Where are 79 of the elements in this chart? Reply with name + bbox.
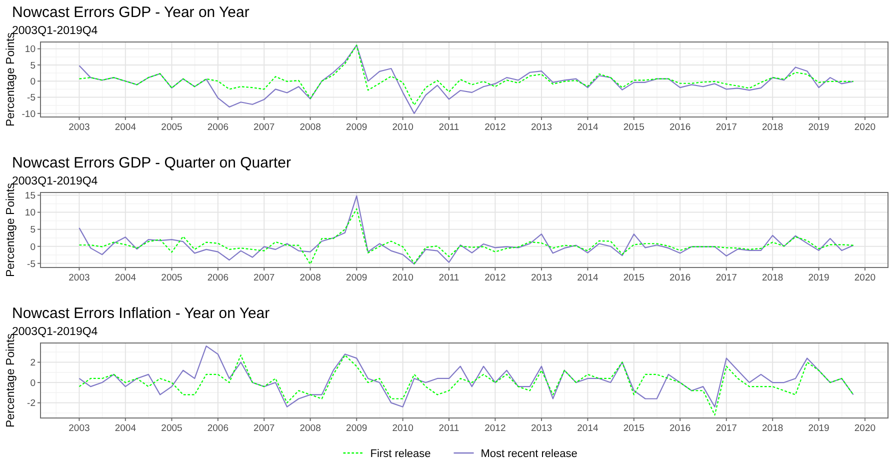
x-tick-label: 2006 — [207, 272, 228, 284]
x-tick-label: 2008 — [300, 122, 321, 133]
x-tick-label: 2004 — [114, 423, 136, 434]
x-tick-label: 2004 — [114, 122, 136, 133]
x-tick-label: 2015 — [623, 272, 644, 284]
x-tick-label: 2017 — [716, 122, 737, 133]
x-tick-label: 2005 — [161, 122, 182, 133]
y-tick-label: 0 — [30, 378, 36, 389]
x-tick-label: 2018 — [762, 272, 784, 284]
x-tick-label: 2012 — [484, 272, 506, 284]
x-tick-label: 2014 — [577, 122, 598, 133]
x-tick-label: 2013 — [530, 122, 552, 133]
legend-label: First release — [370, 448, 431, 459]
x-tick-label: 2006 — [207, 423, 228, 434]
x-tick-label: 2011 — [438, 272, 460, 284]
x-tick-label: 2009 — [346, 423, 368, 434]
x-tick-label: 2006 — [207, 122, 228, 133]
x-tick-label: 2018 — [762, 423, 784, 434]
y-tick-label: 15 — [24, 190, 36, 202]
x-tick-label: 2010 — [392, 423, 414, 434]
x-tick-label: 2018 — [762, 122, 784, 133]
x-tick-label: 2003 — [68, 122, 90, 133]
x-tick-label: 2010 — [392, 272, 414, 284]
x-tick-label: 2016 — [670, 423, 691, 434]
chart-title: Nowcast Errors Inflation - Year on Year — [12, 305, 270, 322]
chart-subtitle: 2003Q1-2019Q4 — [12, 176, 98, 188]
y-tick-label: -5 — [27, 258, 36, 270]
x-tick-label: 2017 — [716, 423, 737, 434]
x-tick-label: 2005 — [161, 272, 182, 284]
x-tick-label: 2019 — [808, 272, 830, 284]
y-tick-label: -5 — [27, 92, 36, 104]
x-tick-label: 2019 — [808, 122, 830, 133]
x-tick-label: 2011 — [438, 423, 460, 434]
y-tick-label: 10 — [24, 208, 36, 219]
chart-subtitle: 2003Q1-2019Q4 — [12, 326, 98, 338]
x-tick-label: 2016 — [670, 122, 691, 133]
line-series — [78, 208, 854, 265]
y-tick-label: 10 — [24, 44, 36, 56]
line-series — [78, 345, 854, 408]
x-tick-label: 2014 — [577, 272, 598, 284]
x-tick-label: 2007 — [254, 122, 275, 133]
y-tick-label: 2 — [30, 358, 36, 369]
x-tick-label: 2020 — [854, 423, 876, 434]
x-tick-label: 2009 — [346, 122, 368, 133]
x-tick-label: 2003 — [68, 272, 90, 284]
y-tick-label: 0 — [30, 76, 36, 88]
x-tick-label: 2019 — [808, 423, 830, 434]
x-tick-label: 2015 — [623, 423, 644, 434]
x-tick-label: 2015 — [623, 122, 644, 133]
x-tick-label: 2008 — [300, 423, 321, 434]
x-tick-label: 2013 — [530, 272, 552, 284]
x-tick-label: 2008 — [300, 272, 321, 284]
y-tick-label: -2 — [27, 398, 36, 410]
chart-subtitle: 2003Q1-2019Q4 — [12, 25, 98, 37]
x-tick-label: 2017 — [716, 272, 737, 284]
x-tick-label: 2007 — [254, 423, 275, 434]
chart-title: Nowcast Errors GDP - Year on Year — [12, 4, 250, 21]
x-tick-label: 2016 — [670, 272, 691, 284]
x-tick-label: 2012 — [484, 423, 506, 434]
x-tick-label: 2013 — [530, 423, 552, 434]
chart-title: Nowcast Errors GDP - Quarter on Quarter — [12, 154, 291, 172]
x-tick-label: 2011 — [438, 122, 460, 133]
y-tick-label: -10 — [22, 108, 36, 120]
x-tick-label: 2020 — [854, 272, 876, 284]
y-tick-label: 0 — [30, 242, 36, 253]
x-tick-label: 2007 — [254, 272, 275, 284]
line-series — [78, 354, 854, 416]
line-series — [78, 195, 854, 265]
y-tick-label: 5 — [30, 60, 36, 72]
x-tick-label: 2005 — [161, 423, 182, 434]
x-tick-label: 2009 — [346, 272, 368, 284]
x-tick-label: 2014 — [577, 423, 598, 434]
legend-label: Most recent release — [480, 448, 578, 459]
x-tick-label: 2004 — [114, 272, 136, 284]
x-tick-label: 2020 — [854, 122, 876, 133]
x-tick-label: 2012 — [484, 122, 506, 133]
x-tick-label: 2003 — [68, 423, 90, 434]
y-tick-label: 5 — [30, 224, 36, 236]
x-tick-label: 2010 — [392, 122, 414, 133]
